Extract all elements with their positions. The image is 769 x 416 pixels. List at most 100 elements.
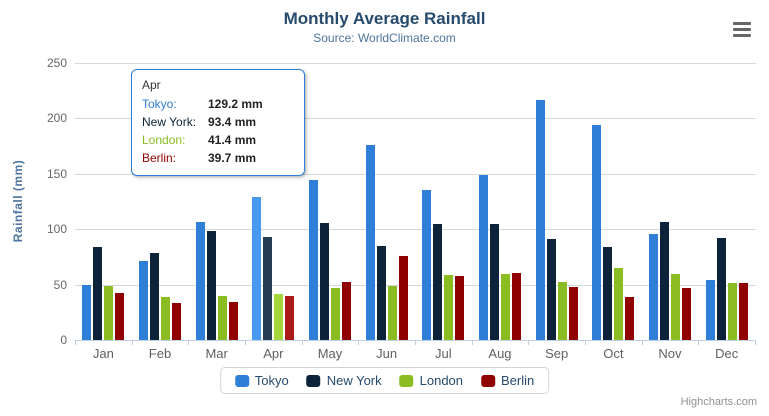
bar-berlin-aug[interactable] <box>511 273 521 340</box>
legend-item-london[interactable]: London <box>399 373 463 388</box>
bar-new-york-aug[interactable] <box>489 224 499 340</box>
bar-london-sep[interactable] <box>557 282 567 340</box>
bar-tokyo-oct[interactable] <box>592 125 602 340</box>
x-axis-label: Nov <box>658 346 682 361</box>
legend-swatch-icon <box>306 374 321 387</box>
tooltip-row: London: 41.4 mm <box>142 132 294 148</box>
bar-tokyo-jun[interactable] <box>365 145 375 340</box>
bar-new-york-apr[interactable] <box>263 237 273 340</box>
export-menu-button[interactable] <box>733 22 751 38</box>
bar-london-feb[interactable] <box>160 297 170 340</box>
category-group-mar <box>188 63 245 340</box>
bar-berlin-apr[interactable] <box>285 296 295 340</box>
bar-tokyo-feb[interactable] <box>138 261 148 340</box>
x-axis-tick <box>75 340 76 345</box>
legend-item-berlin[interactable]: Berlin <box>481 373 534 388</box>
bar-new-york-oct[interactable] <box>603 247 613 340</box>
category-group-jun <box>358 63 415 340</box>
category-group-feb <box>132 63 189 340</box>
bar-london-apr[interactable] <box>274 294 284 340</box>
bar-berlin-mar[interactable] <box>228 302 238 340</box>
bar-new-york-feb[interactable] <box>149 253 159 340</box>
bar-london-dec[interactable] <box>727 283 737 340</box>
bar-berlin-nov[interactable] <box>681 288 691 340</box>
gridline <box>75 118 756 120</box>
legend-label: New York <box>326 373 382 388</box>
bar-tokyo-jan[interactable] <box>82 285 92 340</box>
bar-london-jun[interactable] <box>387 286 397 340</box>
bar-new-york-jan[interactable] <box>93 247 103 340</box>
bar-tokyo-jul[interactable] <box>422 190 432 340</box>
legend-item-new-york[interactable]: New York <box>306 373 382 388</box>
y-axis-tick-label: 150 <box>46 166 67 181</box>
x-axis-tick <box>188 340 190 345</box>
bar-new-york-nov[interactable] <box>659 222 669 340</box>
bar-berlin-may[interactable] <box>341 282 351 340</box>
tooltip-series-value: 41.4 mm <box>208 133 257 147</box>
bar-berlin-feb[interactable] <box>171 303 181 340</box>
x-axis-tick <box>585 340 586 345</box>
x-axis-tick <box>641 340 643 345</box>
category-group-aug <box>472 63 529 340</box>
x-axis-label: Oct <box>603 346 624 361</box>
bar-tokyo-apr[interactable] <box>252 197 262 340</box>
bar-tokyo-dec[interactable] <box>705 280 715 340</box>
bar-berlin-jan[interactable] <box>115 293 125 340</box>
bar-tokyo-sep[interactable] <box>535 100 545 340</box>
bar-new-york-dec[interactable] <box>716 238 726 340</box>
bar-london-jul[interactable] <box>444 275 454 340</box>
bar-london-aug[interactable] <box>500 274 510 340</box>
legend-item-tokyo[interactable]: Tokyo <box>234 373 289 388</box>
category-group-apr <box>245 63 302 340</box>
bar-new-york-mar[interactable] <box>206 231 216 340</box>
bar-berlin-jul[interactable] <box>455 276 465 340</box>
tooltip-category: Apr <box>142 78 161 92</box>
bar-tokyo-nov[interactable] <box>648 234 658 340</box>
category-group-jul <box>415 63 472 340</box>
bar-london-oct[interactable] <box>614 268 624 340</box>
y-axis-tick-label: 0 <box>60 333 67 347</box>
y-axis-tick-label: 200 <box>46 111 67 126</box>
category-group-jan <box>75 63 132 340</box>
x-axis-label: May <box>317 346 343 361</box>
tooltip-series-label: London: <box>142 133 186 147</box>
tooltip-series-label: Tokyo: <box>142 97 177 111</box>
bar-berlin-oct[interactable] <box>625 297 635 340</box>
tooltip: Apr Tokyo: 129.2 mm New York: 93.4 mm London… <box>131 69 305 176</box>
bar-london-mar[interactable] <box>217 296 227 340</box>
x-axis-tick <box>301 340 303 345</box>
bar-london-jan[interactable] <box>104 286 114 340</box>
category-group-nov <box>642 63 699 340</box>
hamburger-menu-icon <box>733 28 751 31</box>
bar-tokyo-aug[interactable] <box>478 175 488 340</box>
bar-new-york-may[interactable] <box>319 223 329 340</box>
gridline <box>75 63 756 64</box>
hamburger-menu-icon <box>733 34 751 37</box>
bar-tokyo-mar[interactable] <box>195 222 205 340</box>
legend-swatch-icon <box>399 374 414 387</box>
credits-link[interactable]: Highcharts.com <box>680 396 757 408</box>
bar-tokyo-may[interactable] <box>308 180 318 340</box>
bar-berlin-sep[interactable] <box>568 287 578 340</box>
legend-swatch-icon <box>234 374 249 387</box>
bar-london-nov[interactable] <box>670 274 680 340</box>
legend: Tokyo New York London Berlin <box>219 367 550 394</box>
bar-berlin-dec[interactable] <box>738 283 748 340</box>
category-group-may <box>302 63 359 340</box>
x-axis-tick <box>131 340 133 345</box>
bar-london-may[interactable] <box>330 288 340 340</box>
bar-new-york-sep[interactable] <box>546 239 556 340</box>
x-axis-label: Mar <box>205 346 228 361</box>
y-axis-tick-label: 250 <box>46 56 67 70</box>
hamburger-menu-icon <box>733 22 751 25</box>
bar-berlin-jun[interactable] <box>398 256 408 340</box>
tooltip-row: Berlin: 39.7 mm <box>142 150 294 166</box>
tooltip-row: New York: 93.4 mm <box>142 114 294 130</box>
x-axis-label: Jun <box>376 346 398 361</box>
x-axis-tick <box>698 340 700 345</box>
bar-new-york-jun[interactable] <box>376 246 386 340</box>
bar-new-york-jul[interactable] <box>433 224 443 340</box>
legend-label: Tokyo <box>254 373 289 388</box>
tooltip-row: Tokyo: 129.2 mm <box>142 96 294 112</box>
